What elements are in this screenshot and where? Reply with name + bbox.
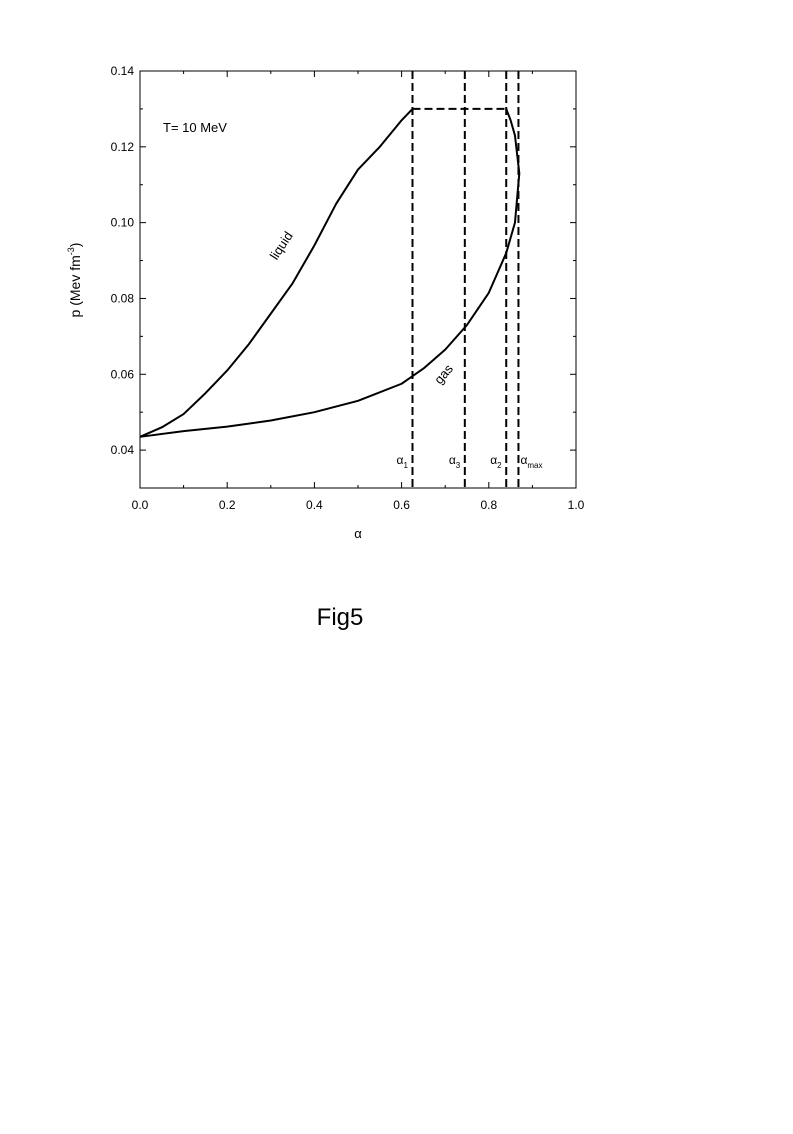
reference-symbol: α [520, 453, 527, 467]
x-tick-label: 0.0 [132, 498, 149, 512]
reference-label: αmax [520, 453, 542, 470]
reference-symbol: α [490, 453, 497, 467]
y-tick-label: 0.08 [111, 291, 135, 305]
y-tick-label: 0.04 [111, 443, 135, 457]
line-series [139, 108, 414, 438]
y-tick-label: 0.12 [111, 140, 135, 154]
y-tick-label: 0.10 [111, 216, 135, 230]
series-label: liquid [267, 229, 296, 263]
x-axis-label: α [354, 526, 362, 541]
x-tick-label: 1.0 [568, 498, 585, 512]
y-tick-label: 0.14 [111, 64, 135, 78]
annotation: T= 10 MeV [163, 120, 227, 135]
reference-subscript: 1 [403, 461, 408, 470]
y-axis-label-text: p (Mev fm [67, 255, 83, 317]
y-axis-label: p (Mev fm-3) [66, 243, 83, 318]
x-tick-label: 0.6 [393, 498, 410, 512]
reference-label: α3 [449, 453, 461, 470]
y-tick-label: 0.06 [111, 367, 135, 381]
caption: Fig5 [317, 604, 364, 631]
x-tick-label: 0.8 [480, 498, 497, 512]
reference-label: α2 [490, 453, 502, 470]
x-tick-label: 0.2 [219, 498, 236, 512]
reference-subscript: 2 [497, 461, 502, 470]
y-axis-label-end: ) [67, 243, 83, 248]
reference-symbol: α [449, 453, 456, 467]
reference-label: α1 [397, 453, 409, 470]
reference-subscript: max [527, 461, 542, 470]
series-label: gas [431, 361, 456, 387]
y-axis-label-sup: -3 [66, 247, 76, 255]
line-series [139, 108, 521, 438]
reference-subscript: 3 [456, 461, 461, 470]
reference-symbol: α [397, 453, 404, 467]
x-tick-label: 0.4 [306, 498, 323, 512]
